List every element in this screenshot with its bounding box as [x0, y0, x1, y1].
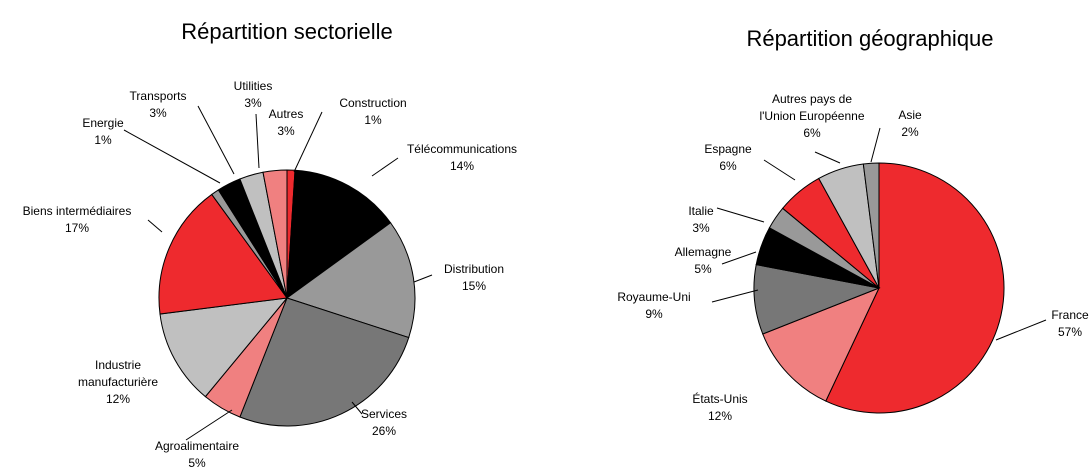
slice-value-label: 12% — [708, 409, 732, 423]
slice-label: Italie — [688, 204, 714, 218]
slice-label: Energie — [82, 116, 124, 130]
slice-label: Asie — [898, 108, 922, 122]
leader-line — [721, 251, 757, 265]
pie-slice — [285, 222, 416, 339]
slice-label: Biens intermédiaires — [23, 204, 132, 218]
slice-label: Utilities — [234, 79, 273, 93]
slice-value-label: 2% — [901, 125, 919, 139]
pie-slice — [286, 169, 392, 300]
slice-label: États-Unis — [692, 391, 747, 406]
pie-slice — [762, 287, 880, 402]
leader-line — [147, 219, 163, 233]
slice-value-label: 6% — [803, 126, 821, 140]
pie-slice — [262, 169, 288, 299]
slice-value-label: 15% — [462, 279, 486, 293]
pie-slice — [862, 162, 880, 289]
slice-value-label: 5% — [188, 456, 206, 470]
slice-value-label: 9% — [645, 307, 663, 321]
slice-label: Transports — [130, 89, 187, 103]
leader-line — [870, 127, 881, 163]
pie-slice — [239, 297, 410, 427]
leader-line — [995, 319, 1047, 341]
slice-label: Industrie manufacturière — [78, 358, 158, 389]
leader-line — [711, 289, 759, 303]
slice-value-label: 1% — [94, 133, 112, 147]
leader-line — [351, 401, 363, 415]
slice-value-label: 3% — [692, 221, 710, 235]
leader-line — [716, 207, 765, 223]
leader-line — [814, 151, 841, 164]
slice-value-label: 12% — [106, 392, 130, 406]
leader-line — [185, 409, 233, 441]
slice-value-label: 17% — [65, 221, 89, 235]
slice-label: Espagne — [704, 142, 752, 156]
slice-value-label: 1% — [364, 113, 382, 127]
slice-label: France — [1051, 308, 1089, 322]
slice-label: Allemagne — [675, 245, 732, 259]
slice-value-label: 5% — [694, 262, 712, 276]
chart-title: Répartition géographique — [746, 26, 993, 51]
slice-value-label: 14% — [450, 159, 474, 173]
slice-value-label: 3% — [277, 124, 295, 138]
leader-line — [371, 157, 399, 177]
slice-value-label: 3% — [149, 106, 167, 120]
slice-label: Construction — [339, 96, 406, 110]
chart-title: Répartition sectorielle — [181, 19, 393, 44]
leader-line — [763, 159, 796, 181]
slice-value-label: 57% — [1058, 325, 1082, 339]
leader-line — [197, 105, 235, 175]
slice-value-label: 26% — [372, 424, 396, 438]
slice-label: Services — [361, 407, 407, 421]
slice-label: Royaume-Uni — [617, 290, 690, 304]
slice-label: Distribution — [444, 262, 504, 276]
slice-label: Agroalimentaire — [155, 439, 239, 453]
slice-value-label: 3% — [244, 96, 262, 110]
leader-line — [255, 113, 260, 169]
pie-slice — [159, 297, 289, 398]
slice-label: Autres — [269, 107, 304, 121]
slice-value-label: 6% — [719, 159, 737, 173]
slice-label: Autres pays de l'Union Européenne — [759, 92, 864, 123]
leader-line — [123, 129, 221, 184]
pie-slice — [825, 162, 1005, 414]
pie-slice — [158, 193, 288, 315]
leader-line — [413, 274, 433, 283]
leader-line — [293, 111, 323, 173]
slice-label: Télécommunications — [407, 142, 517, 156]
